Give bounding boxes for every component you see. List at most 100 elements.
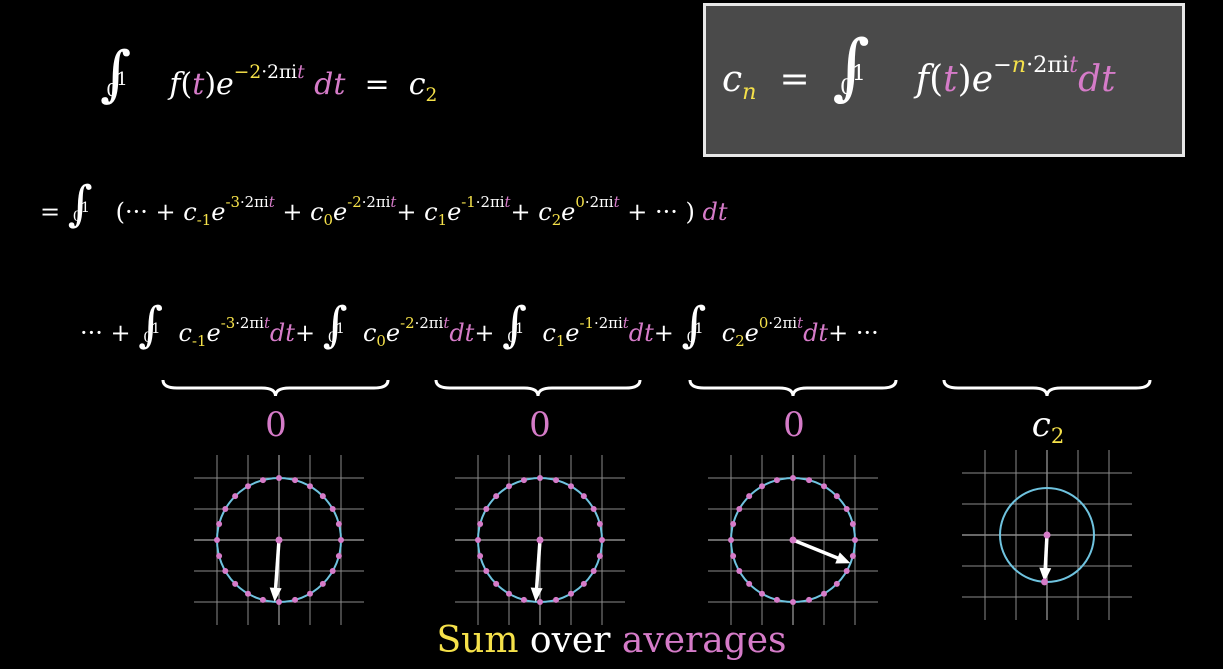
sample-dot bbox=[477, 520, 484, 527]
sample-dot bbox=[1041, 578, 1049, 586]
sample-dot bbox=[493, 493, 500, 500]
sample-dot bbox=[790, 599, 796, 605]
underbrace bbox=[688, 379, 898, 397]
sample-dot bbox=[292, 477, 299, 484]
boxed-formula: cn = ∫ 1 0 f(t)e−n·2πitdt bbox=[722, 30, 1116, 130]
sample-dot bbox=[483, 568, 490, 574]
sample-dot bbox=[736, 568, 743, 574]
sample-dot bbox=[214, 537, 220, 543]
sample-dot bbox=[276, 599, 282, 605]
sample-dot bbox=[292, 596, 299, 603]
caption: Sum over averages bbox=[0, 620, 1223, 661]
sample-dot bbox=[580, 580, 587, 587]
sample-dot bbox=[553, 596, 560, 603]
arrowhead bbox=[1039, 567, 1052, 582]
row2-term: c1e-1·2πit+ bbox=[424, 193, 531, 230]
sample-dot bbox=[232, 580, 239, 587]
sample-dot bbox=[477, 553, 484, 560]
underbrace bbox=[161, 379, 390, 397]
brace-label-zero: 0 bbox=[265, 405, 287, 445]
vector-arrow bbox=[534, 539, 542, 594]
sample-dot bbox=[596, 553, 603, 560]
sample-dot bbox=[216, 520, 223, 527]
sample-dot bbox=[843, 568, 850, 574]
sample-dot bbox=[307, 483, 313, 490]
sample-dot bbox=[568, 483, 574, 490]
sample-dot bbox=[553, 477, 560, 484]
sample-dot bbox=[335, 520, 342, 527]
expanded-integral: = ∫ 1 0 (··· + c-1e-3·2πit + c0e-2·2πit+… bbox=[40, 172, 728, 252]
sample-dot bbox=[843, 506, 850, 512]
integral-sign: ∫ 1 0 bbox=[832, 24, 871, 108]
sample-dot bbox=[506, 590, 512, 597]
sample-dot bbox=[590, 568, 597, 574]
sample-dot bbox=[232, 493, 239, 500]
sample-dot bbox=[338, 537, 344, 543]
sample-dot bbox=[833, 580, 840, 587]
sample-dot bbox=[821, 483, 827, 490]
sample-dot bbox=[580, 493, 587, 500]
sample-dot bbox=[475, 537, 481, 543]
caption-over: over bbox=[529, 620, 611, 661]
vector-arrow bbox=[1043, 534, 1049, 575]
circle-plots bbox=[194, 450, 1132, 625]
sample-dot bbox=[833, 493, 840, 500]
sample-dot bbox=[806, 596, 813, 603]
integral-sign: ∫ 1 0 bbox=[67, 176, 93, 232]
arrowhead bbox=[269, 587, 282, 602]
sample-dot bbox=[245, 483, 251, 490]
row3-term: ∫ 1 0 c1e-1·2πitdt+ bbox=[502, 297, 674, 353]
row2-term: c2e0·2πit + bbox=[538, 193, 648, 230]
center-dot bbox=[789, 536, 797, 544]
brace-label-c2: c2 bbox=[1031, 405, 1065, 449]
arrowhead bbox=[835, 552, 851, 564]
sample-dot bbox=[773, 596, 780, 603]
circle-plot bbox=[194, 455, 364, 625]
sample-dot bbox=[849, 520, 856, 527]
sample-dot bbox=[483, 506, 490, 512]
top-formula: ∫ 1 0 f(t)e−2·2πit dt = c2 bbox=[100, 40, 437, 130]
circle-plot bbox=[455, 455, 625, 625]
caption-sum: Sum bbox=[436, 620, 519, 661]
integral-sign: ∫ 1 0 bbox=[100, 39, 132, 109]
vector-arrow bbox=[792, 538, 844, 562]
row2-term: c0e-2·2πit+ bbox=[310, 193, 417, 230]
sample-dot bbox=[759, 483, 765, 490]
sample-dot bbox=[736, 506, 743, 512]
sample-dot bbox=[790, 475, 796, 481]
sample-dot bbox=[849, 553, 856, 560]
sample-dot bbox=[806, 477, 813, 484]
sample-dot bbox=[537, 599, 543, 605]
sample-dot bbox=[245, 590, 251, 597]
sample-dot bbox=[773, 477, 780, 484]
sample-dot bbox=[319, 493, 326, 500]
underbrace bbox=[434, 379, 642, 397]
sample-dot bbox=[596, 520, 603, 527]
definition-box bbox=[703, 3, 1185, 157]
sample-dot bbox=[216, 553, 223, 560]
sample-dot bbox=[319, 580, 326, 587]
sample-dot bbox=[852, 537, 858, 543]
circle-plot bbox=[708, 455, 878, 625]
center-dot bbox=[275, 536, 283, 544]
sample-dot bbox=[821, 590, 827, 597]
sample-dot bbox=[276, 475, 282, 481]
sample-dot bbox=[307, 590, 313, 597]
sample-dot bbox=[520, 596, 527, 603]
sample-dot bbox=[506, 483, 512, 490]
sample-dot bbox=[599, 537, 605, 543]
sample-dot bbox=[329, 506, 336, 512]
row2-term: c-1e-3·2πit + bbox=[183, 193, 303, 230]
vector-arrow bbox=[273, 539, 281, 594]
circle-plot bbox=[962, 450, 1132, 620]
underbraces bbox=[161, 379, 1152, 397]
underbrace bbox=[942, 379, 1152, 397]
sample-dot bbox=[590, 506, 597, 512]
brace-label-zero: 0 bbox=[783, 405, 805, 445]
sample-dot bbox=[259, 596, 266, 603]
sample-dot bbox=[730, 553, 737, 560]
sample-dot bbox=[222, 506, 229, 512]
sample-dot bbox=[746, 493, 753, 500]
separated-integrals: ··· + ∫ 1 0 c-1e-3·2πitdt+ ∫ 1 0 c0e-2·2πitd… bbox=[80, 297, 879, 353]
